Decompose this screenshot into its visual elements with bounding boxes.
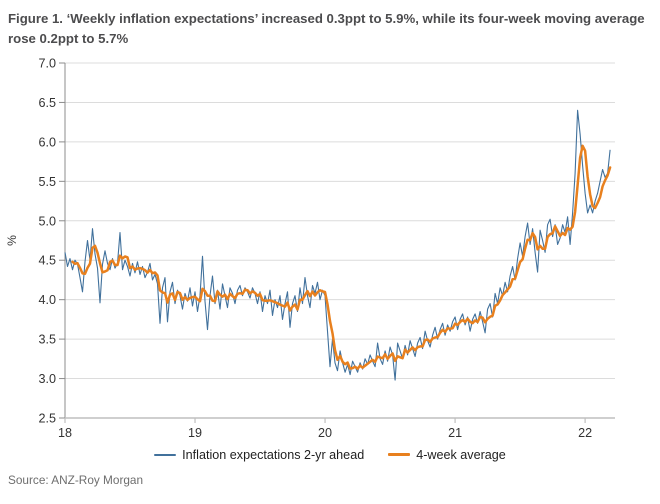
y-axis-title: % bbox=[5, 235, 19, 246]
y-tick-label: 4.5 bbox=[38, 253, 56, 267]
legend-blue-line-icon bbox=[154, 453, 177, 456]
moving-average-line bbox=[71, 144, 612, 370]
y-tick-label: 3.5 bbox=[38, 332, 56, 346]
x-tick-label: 19 bbox=[188, 426, 202, 440]
x-tick-label: 22 bbox=[578, 426, 592, 440]
y-tick-label: 5.5 bbox=[38, 174, 56, 188]
y-tick-label: 3.0 bbox=[38, 372, 56, 386]
y-tick-label: 6.5 bbox=[38, 96, 56, 110]
inflation-expectations-line-chart: 2.5 3.0 3.5 4.0 4.5 5.0 5.5 6.0 6.5 7.0 18 19 20 21 22… bbox=[5, 56, 615, 440]
x-tick-label: 18 bbox=[58, 426, 72, 440]
y-tick-label: 7.0 bbox=[38, 56, 56, 70]
x-tick-label: 20 bbox=[318, 426, 332, 440]
x-tick-label: 21 bbox=[448, 426, 462, 440]
figure-panel: Figure 1. ‘Weekly inflation expectations… bbox=[0, 11, 660, 487]
chart-area: 2.5 3.0 3.5 4.0 4.5 5.0 5.5 6.0 6.5 7.0 18 19 20 21 22… bbox=[0, 51, 660, 456]
y-tick-label: 4.0 bbox=[38, 293, 56, 307]
y-tick-label: 5.0 bbox=[38, 214, 56, 228]
source-note: Source: ANZ-Roy Morgan bbox=[8, 472, 144, 487]
figure-title: Figure 1. ‘Weekly inflation expectations… bbox=[8, 11, 645, 46]
legend-item-weekly-series: Inflation expectations 2-yr ahead bbox=[154, 448, 364, 462]
weekly-series-line bbox=[64, 109, 611, 381]
legend-label-weekly-series: Inflation expectations 2-yr ahead bbox=[182, 447, 365, 462]
legend-orange-line-icon bbox=[388, 453, 411, 457]
legend-label-average-series: 4-week average bbox=[416, 447, 506, 462]
y-tick-label: 2.5 bbox=[38, 411, 56, 425]
y-tick-label: 6.0 bbox=[38, 135, 56, 149]
legend-item-average-series: 4-week average bbox=[388, 448, 506, 462]
chart-legend: Inflation expectations 2-yr ahead 4-week… bbox=[0, 448, 660, 462]
